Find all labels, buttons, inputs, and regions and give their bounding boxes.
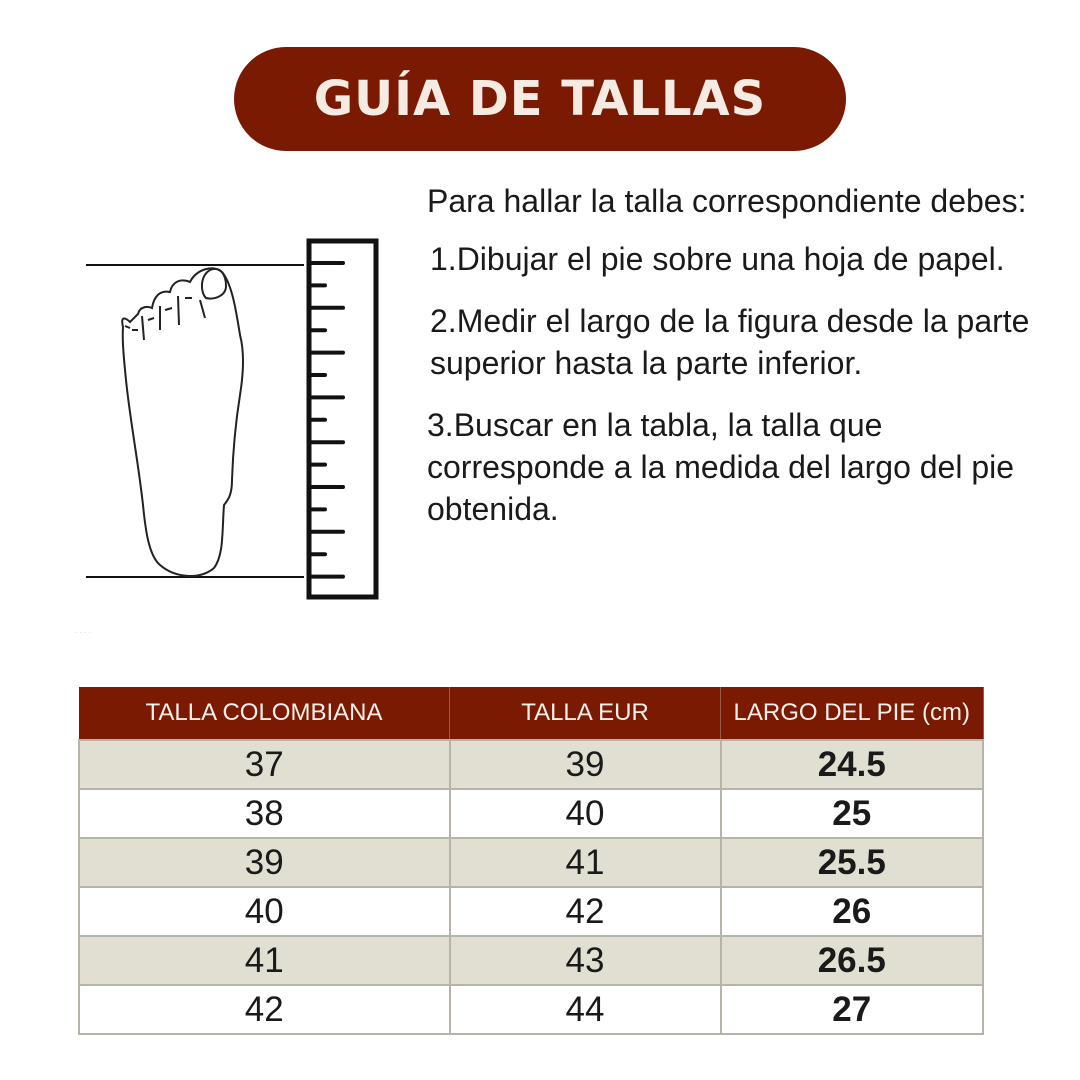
- instruction-step: 3.Buscar en la tabla, la talla que corre…: [427, 407, 1015, 527]
- cell-talla-eur: 41: [448, 837, 722, 888]
- instructions-intro: Para hallar la talla correspondiente deb…: [427, 183, 1027, 219]
- cell-talla-colombiana: 42: [78, 984, 451, 1035]
- table-row: 39 41 25.5: [78, 837, 984, 888]
- instructions: Para hallar la talla correspondiente deb…: [427, 180, 1067, 550]
- cell-talla-eur: 44: [448, 984, 722, 1035]
- ruler-icon: [306, 238, 379, 600]
- table-row: 38 40 25: [78, 788, 984, 839]
- cell-talla-colombiana: 38: [78, 788, 451, 839]
- table-row: 37 39 24.5: [78, 739, 984, 790]
- cell-largo-pie: 25.5: [719, 837, 984, 888]
- header-largo-pie: LARGO DEL PIE (cm): [720, 687, 984, 740]
- foot-outline-icon: [121, 267, 244, 577]
- cell-talla-eur: 40: [448, 788, 722, 839]
- cell-largo-pie: 25: [719, 788, 984, 839]
- cell-talla-colombiana: 40: [78, 886, 451, 937]
- faint-caption: . . . .: [75, 626, 91, 635]
- header-talla-eur: TALLA EUR: [449, 687, 721, 740]
- table-header-row: TALLA COLOMBIANA TALLA EUR LARGO DEL PIE…: [79, 687, 984, 740]
- foot-measure-illustration: . . . .: [75, 238, 379, 635]
- cell-largo-pie: 27: [719, 984, 984, 1035]
- cell-largo-pie: 26.5: [719, 935, 984, 986]
- cell-talla-eur: 43: [448, 935, 722, 986]
- page-title: GUÍA DE TALLAS: [313, 71, 767, 127]
- title-banner: GUÍA DE TALLAS: [234, 47, 846, 151]
- cell-talla-eur: 39: [448, 739, 722, 790]
- cell-talla-colombiana: 41: [78, 935, 451, 986]
- table-row: 41 43 26.5: [78, 935, 984, 986]
- cell-largo-pie: 24.5: [719, 739, 984, 790]
- cell-talla-colombiana: 37: [78, 739, 451, 790]
- cell-talla-eur: 42: [448, 886, 722, 937]
- header-talla-colombiana: TALLA COLOMBIANA: [79, 687, 450, 740]
- instruction-step: 2.Medir el largo de la figura desde la p…: [430, 303, 1030, 381]
- cell-talla-colombiana: 39: [78, 837, 451, 888]
- cell-largo-pie: 26: [719, 886, 984, 937]
- instruction-step: 1.Dibujar el pie sobre una hoja de papel…: [430, 241, 1005, 277]
- size-table: TALLA COLOMBIANA TALLA EUR LARGO DEL PIE…: [78, 687, 984, 1035]
- table-row: 42 44 27: [78, 984, 984, 1035]
- table-row: 40 42 26: [78, 886, 984, 937]
